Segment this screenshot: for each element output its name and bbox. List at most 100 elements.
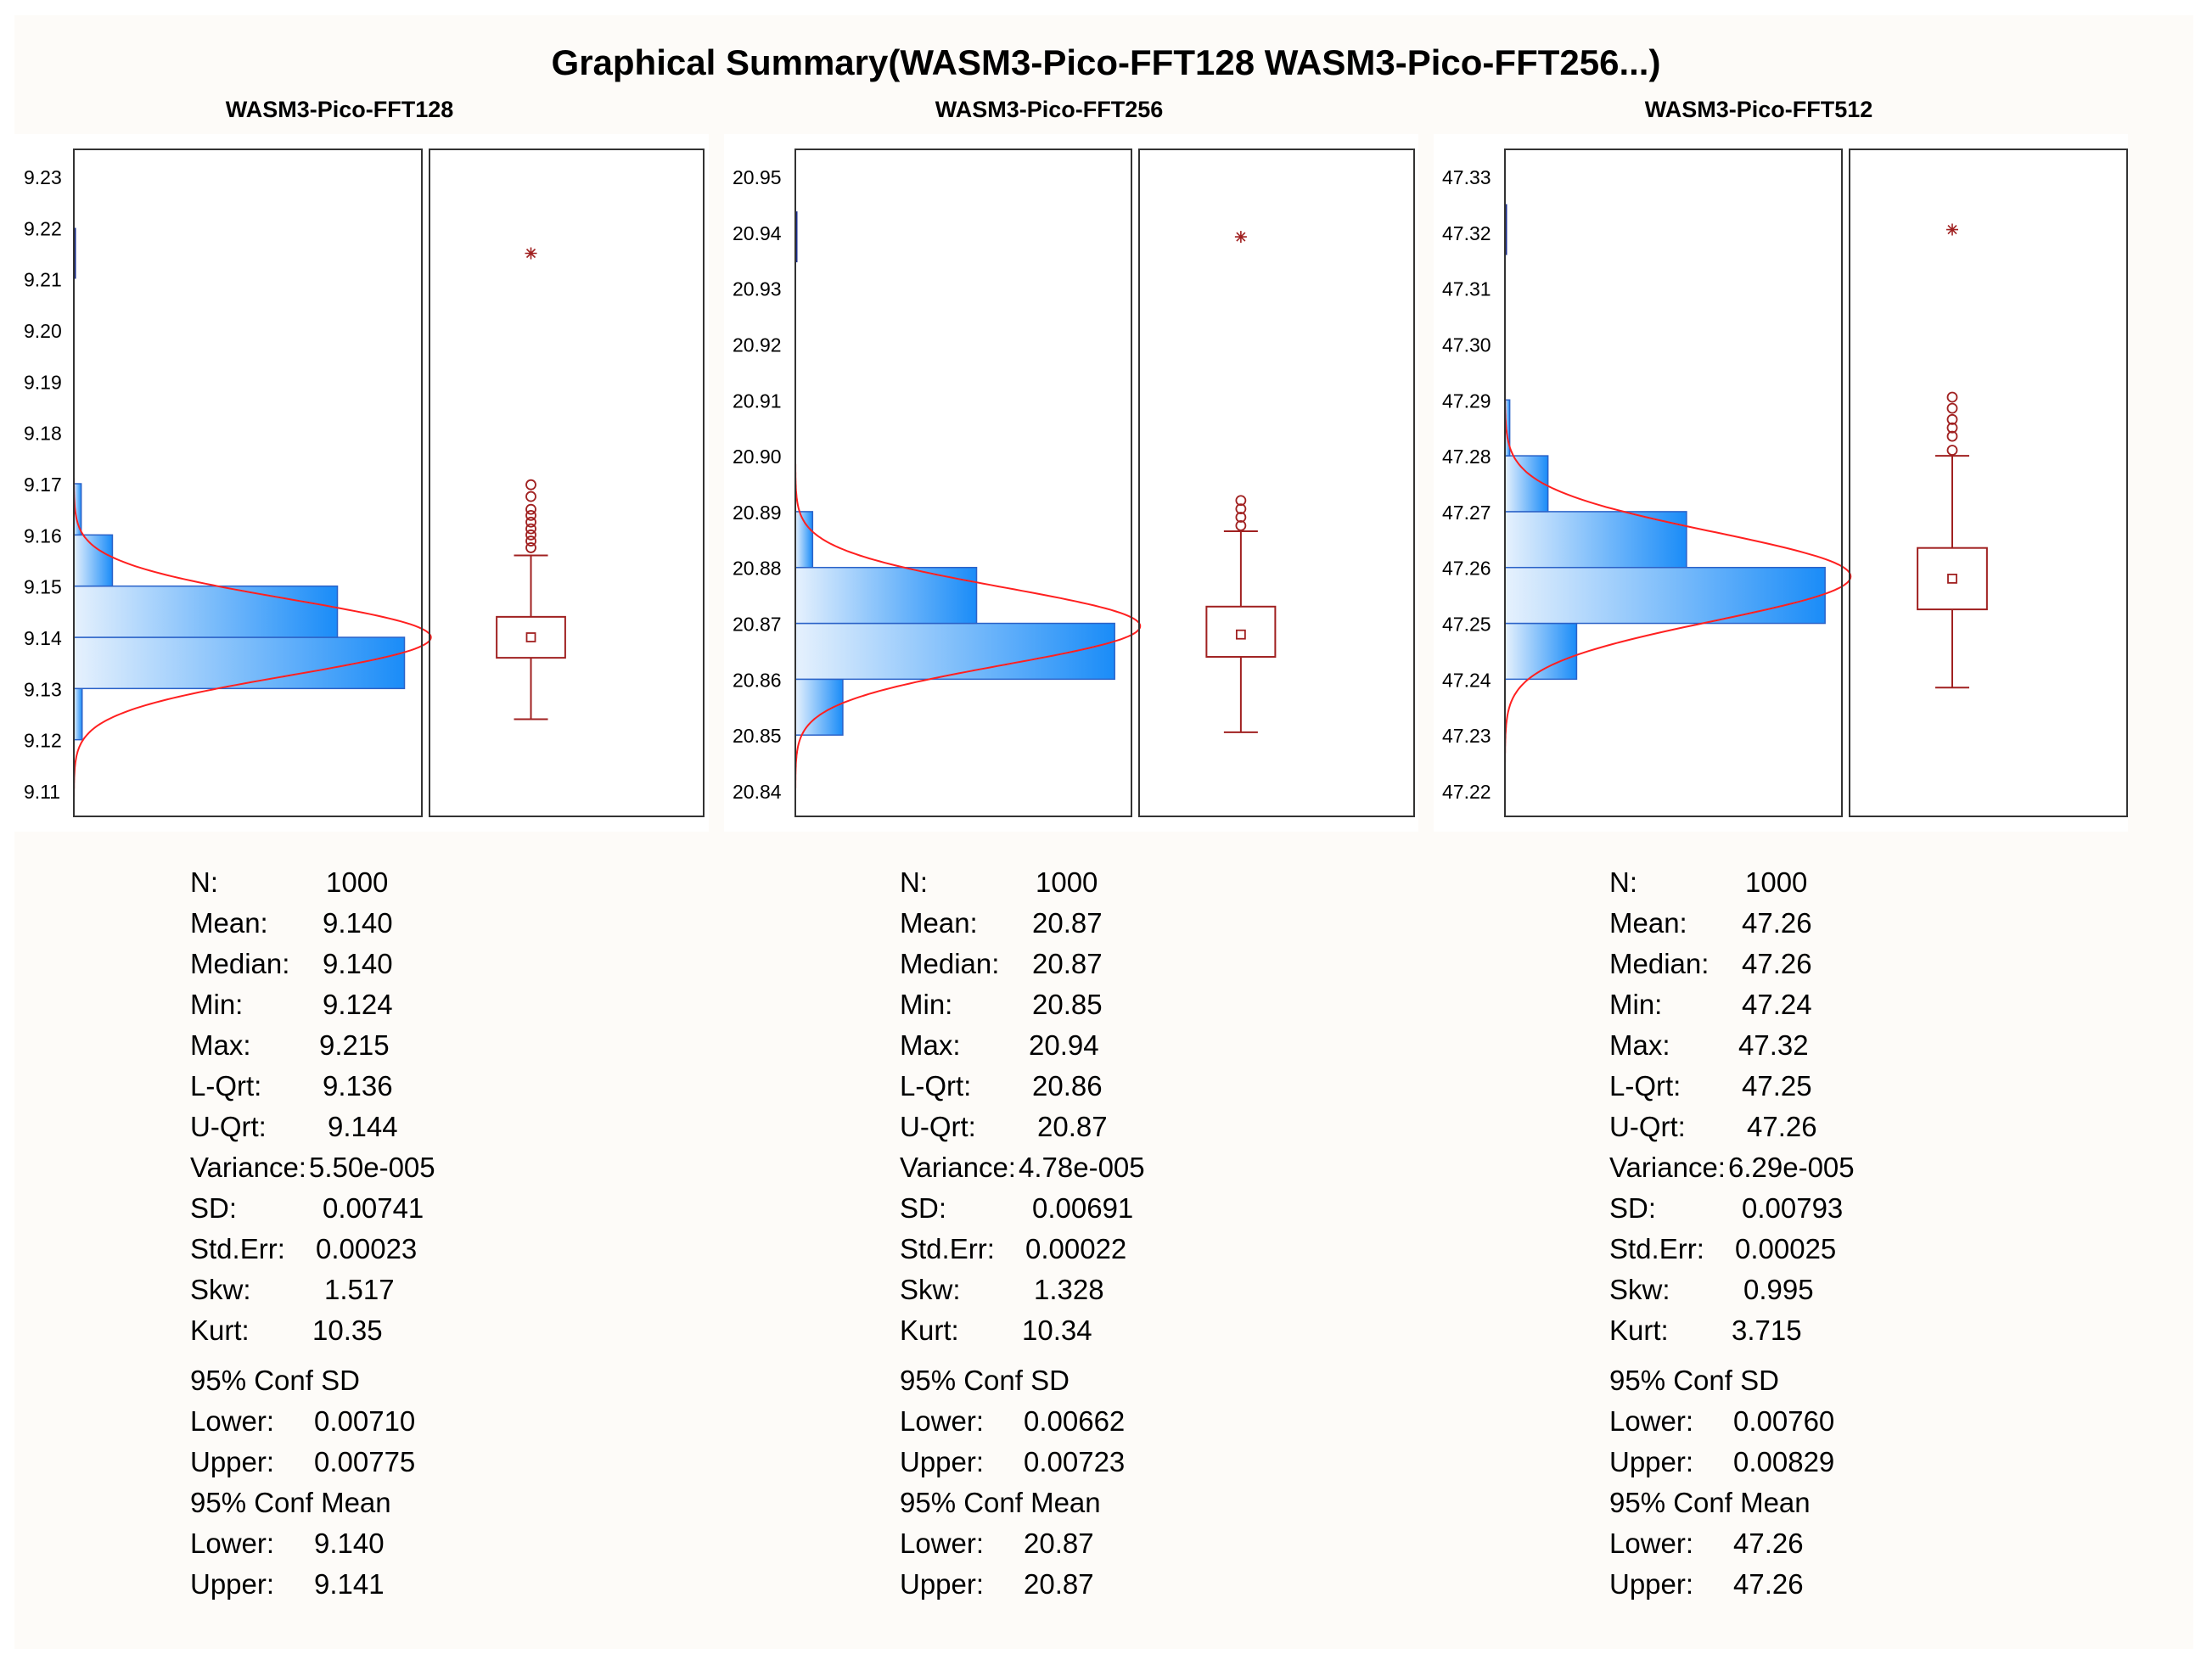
stat-label: Upper: [1609, 1446, 1694, 1477]
stat-value: 9.141 [314, 1568, 385, 1600]
box-outlier [525, 503, 536, 515]
stat-label: Kurt: [190, 1315, 250, 1346]
box-outlier [1235, 519, 1247, 531]
stat-value: 9.124 [323, 989, 393, 1020]
stat-value: 47.26 [1733, 1568, 1804, 1600]
stat-row-uqrt: U-Qrt: 47.26 [1609, 1107, 1817, 1147]
stat-spacer [900, 1351, 1101, 1360]
stat-label: SD: [1609, 1192, 1657, 1224]
stat-label: Variance: [1609, 1152, 1726, 1183]
stat-row-max: Max: 9.215 [190, 1025, 391, 1066]
stat-value: 3.715 [1732, 1315, 1802, 1346]
stat-row-uqrt: U-Qrt: 9.144 [190, 1107, 398, 1147]
stat-label: Lower: [900, 1528, 985, 1559]
stat-spacer [1609, 1351, 1811, 1360]
y-tick-label: 47.25 [1442, 614, 1491, 636]
y-tick-label: 9.17 [24, 474, 62, 496]
box-iqr [1917, 547, 1988, 611]
stat-label: Min: [900, 989, 953, 1020]
stat-label: Median: [190, 948, 290, 979]
stat-row-conf_sd_upper: Upper: 0.00775 [190, 1442, 415, 1483]
y-tick-label: 9.20 [24, 320, 62, 342]
box-iqr [496, 615, 566, 659]
stat-value: 20.87 [1032, 948, 1103, 979]
stat-value: 9.140 [323, 948, 393, 979]
stat-label: Lower: [190, 1405, 275, 1437]
y-tick-label: 47.23 [1442, 725, 1491, 747]
stat-section-title: 95% Conf Mean [190, 1487, 391, 1518]
stat-row-uqrt: U-Qrt: 20.87 [900, 1107, 1108, 1147]
y-tick-label: 9.21 [24, 269, 62, 291]
stat-value: 6.29e-005 [1728, 1152, 1855, 1183]
stat-row-mean: Mean: 47.26 [1609, 903, 1812, 944]
stat-value: 20.87 [1032, 907, 1103, 939]
stat-section-title: 95% Conf SD [1609, 1365, 1779, 1396]
histogram-bar [794, 566, 978, 625]
stat-section-title: 95% Conf SD [900, 1365, 1070, 1396]
box-outlier [525, 510, 536, 521]
y-tick-label: 9.18 [24, 423, 62, 445]
y-tick-label: 47.22 [1442, 781, 1491, 803]
stat-value: 0.00723 [1024, 1446, 1126, 1477]
stat-row-sd: SD: 0.00793 [1609, 1188, 1843, 1229]
y-tick-label: 9.14 [24, 627, 62, 649]
stat-row-conf_mean_upper: Upper: 20.87 [900, 1564, 1101, 1605]
histogram-frame [1504, 149, 1843, 817]
normal-curve [73, 478, 432, 797]
stat-row-kurt: Kurt: 10.34 [900, 1310, 1101, 1351]
stat-value: 1000 [1036, 866, 1098, 898]
stat-label: SD: [900, 1192, 947, 1224]
stat-value: 0.00760 [1733, 1405, 1835, 1437]
stat-label: Upper: [900, 1568, 985, 1600]
stat-label: Upper: [190, 1446, 275, 1477]
box-mean-marker [1235, 629, 1246, 640]
panel-title-fft256: WASM3-Pico-FFT256 [935, 97, 1164, 122]
stat-row-stderr: Std.Err: 0.00022 [900, 1229, 1126, 1270]
y-tick-label: 47.32 [1442, 222, 1491, 244]
stat-value: 47.26 [1742, 948, 1812, 979]
stats-panel-fft512: N: 1000 Mean: 47.26 Median: 47.26 Min: 47.24 Max… [1609, 862, 1855, 1605]
y-tick-label: 20.90 [733, 446, 782, 468]
stat-row-mean: Mean: 9.140 [190, 903, 393, 944]
stat-row-n: N: 1000 [1609, 862, 1811, 903]
stat-value: 9.140 [314, 1528, 385, 1559]
stat-value: 1000 [326, 866, 389, 898]
histogram-bar [1504, 511, 1687, 569]
stat-label: N: [900, 866, 928, 898]
stat-label: N: [1609, 866, 1637, 898]
y-tick-label: 47.29 [1442, 390, 1491, 412]
stat-label: U-Qrt: [190, 1111, 267, 1142]
stat-row-median: Median: 20.87 [900, 944, 1103, 984]
stat-row-median: Median: 9.140 [190, 944, 393, 984]
box-outlier [1946, 430, 1958, 442]
stat-value: 0.00025 [1735, 1233, 1837, 1264]
y-tick-label: 47.27 [1442, 502, 1491, 524]
stat-label: Upper: [900, 1446, 985, 1477]
box-outlier [1235, 512, 1247, 523]
stat-value: 0.00022 [1025, 1233, 1127, 1264]
stat-value: 20.87 [1024, 1528, 1094, 1559]
stat-label: Median: [1609, 948, 1710, 979]
stat-section-title: 95% Conf Mean [900, 1487, 1101, 1518]
stat-value: 0.00793 [1742, 1192, 1844, 1224]
stat-row-conf_sd_upper: Upper: 0.00829 [1609, 1442, 1834, 1483]
y-tick-label: 47.28 [1442, 446, 1491, 468]
box-outlier [525, 516, 536, 528]
stat-value: 9.136 [323, 1070, 393, 1102]
stats-panel-fft128: N: 1000 Mean: 9.140 Median: 9.140 Min: 9.124 Max… [190, 862, 435, 1605]
box-outlier [1946, 413, 1958, 425]
stat-row-conf_mean_lower: Lower: 20.87 [900, 1523, 1101, 1564]
stat-value: 0.00662 [1024, 1405, 1126, 1437]
boxplot-frame [429, 149, 705, 817]
stat-label: Mean: [1609, 907, 1687, 939]
box-outlier [1946, 445, 1958, 456]
stat-label: Lower: [190, 1528, 275, 1559]
stat-label: Variance: [900, 1152, 1016, 1183]
stat-row-n: N: 1000 [190, 862, 391, 903]
stat-value: 0.995 [1743, 1274, 1814, 1305]
stat-row-conf_mean_upper: Upper: 47.26 [1609, 1564, 1811, 1605]
y-tick-label: 20.88 [733, 558, 782, 580]
stat-value: 9.144 [328, 1111, 398, 1142]
box-extreme-outlier [525, 247, 537, 260]
normal-curve [794, 463, 1142, 788]
